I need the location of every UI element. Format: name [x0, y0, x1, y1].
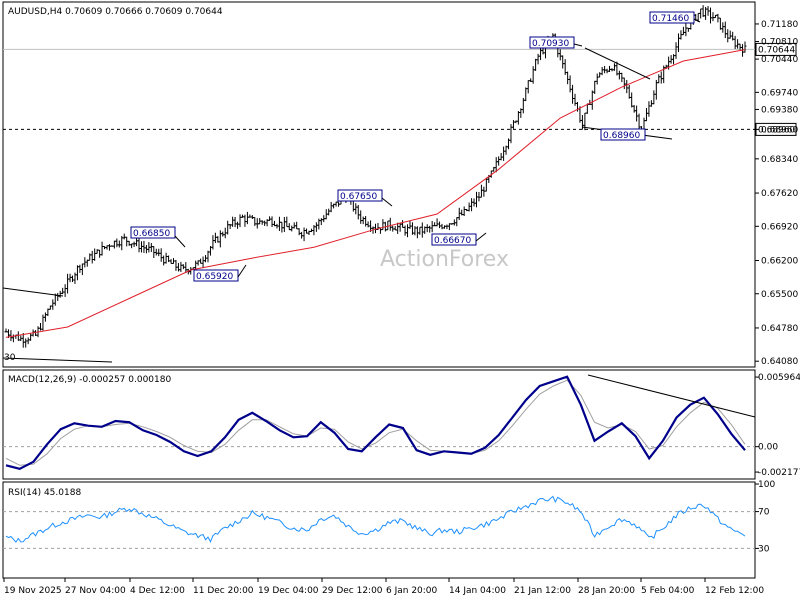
- rsi-axis-tick-label: 100: [758, 480, 775, 490]
- price-callout-label: 0.67650: [340, 192, 377, 202]
- x-axis-label: 21 Jan 12:00: [514, 586, 571, 596]
- rsi-axis-tick-label: 30: [758, 544, 770, 554]
- price-callout-box: [431, 233, 477, 246]
- axis-layer: 0.71180 0.70810 0.70440 0.69740 0.69380 0.689…: [3, 20, 800, 596]
- x-axis-label: 19 Nov 2025: [4, 586, 62, 596]
- x-axis-label: 5 Feb 04:00: [641, 586, 695, 596]
- price-axis-tick-label: 0.64080: [761, 357, 798, 367]
- trendline-upper-left: [2, 287, 64, 297]
- price-callout-box: [649, 11, 695, 24]
- macd-axis-tick-label: -0.002177: [758, 468, 800, 478]
- current-price-tag-label: 0.70644: [758, 45, 795, 55]
- price-callout-box: [193, 269, 239, 282]
- callout-leader: [573, 43, 583, 47]
- rsi-panel-frame: [2, 481, 756, 579]
- price-callout-label: 0.65920: [196, 272, 233, 282]
- price-axis-tick-label: 0.70810: [761, 38, 798, 48]
- price-callout-label: 0.66670: [434, 236, 471, 246]
- price-panel-frame: [2, 1, 756, 368]
- rsi-header: RSI(14) 45.0188: [8, 488, 81, 498]
- macd-axis-tick-label: 0.005964: [758, 373, 800, 383]
- x-axis-label: 12 Feb 12:00: [705, 586, 764, 596]
- x-axis-label: 11 Dec 20:00: [193, 586, 254, 596]
- price-callout-box: [600, 128, 646, 141]
- price-callout-label: 0.68960: [603, 131, 640, 141]
- x-axis-label: 14 Jan 04:00: [449, 586, 506, 596]
- price-axis-tick-label: 0.69740: [761, 88, 798, 98]
- rsi-axis-tick-label: 70: [758, 508, 770, 518]
- price-axis-tick-label: 0.67620: [761, 189, 798, 199]
- trendline-lower-left: [2, 357, 113, 363]
- price-axis-tick-label: 0.66920: [761, 222, 798, 232]
- macd-panel-frame: [2, 369, 756, 480]
- x-axis-label: 4 Dec 12:00: [130, 586, 185, 596]
- rsi-line: [5, 495, 746, 543]
- x-axis-label: 19 Dec 04:00: [258, 586, 319, 596]
- price-callout-label: 0.66850: [133, 229, 170, 239]
- price-axis-tick-label: 0.65500: [761, 290, 798, 300]
- price-axis-tick-label: 0.66200: [761, 257, 798, 267]
- macd-trendline: [587, 374, 756, 418]
- price-callout-box: [337, 189, 383, 202]
- watermark-text: ActionForex: [380, 247, 509, 272]
- x-axis-label: 6 Jan 20:00: [386, 586, 438, 596]
- x-axis-label: 27 Nov 04:00: [65, 586, 126, 596]
- callout-leader: [381, 197, 393, 207]
- wedge-trendline-upper: [584, 47, 651, 80]
- macd-layer: [3, 374, 756, 470]
- price-callout-label: 0.70930: [532, 39, 569, 49]
- price-axis-tick-label: 0.64780: [761, 324, 798, 334]
- left-edge-label: 30: [4, 353, 16, 363]
- price-axis-tick-label: 0.70440: [761, 55, 798, 65]
- price-layer: 0.66850 0.65920 0.67650 0.66670 0.70930 0.689…: [2, 5, 797, 363]
- macd-header: MACD(12,26,9) -0.000257 0.000180: [8, 375, 171, 385]
- chart-header: AUDUSD,H4 0.70609 0.70666 0.70609 0.7064…: [8, 7, 223, 17]
- ema-line: [5, 49, 746, 338]
- price-axis-tick-label: 0.69380: [761, 105, 798, 115]
- callout-leader: [237, 264, 247, 278]
- callout-leader: [475, 232, 487, 242]
- current-price-tag: [755, 42, 797, 56]
- x-axis-label: 29 Dec 12:00: [322, 586, 383, 596]
- rsi-layer: [3, 495, 755, 549]
- price-axis-tick-label: 0.68960: [761, 125, 798, 135]
- price-callout-box: [130, 226, 176, 239]
- price-axis-tick-label: 0.68340: [761, 155, 798, 165]
- macd-axis-tick-label: 0.00: [758, 443, 778, 453]
- callout-leader: [693, 18, 701, 23]
- price-callout-box: [529, 36, 575, 49]
- callout-leader: [174, 235, 186, 248]
- x-axis-label: 28 Jan 20:00: [578, 586, 635, 596]
- macd-main-line: [5, 375, 746, 470]
- hline-price-tag-label: 0.68960: [758, 125, 795, 135]
- price-axis-tick-label: 0.71180: [761, 20, 798, 30]
- price-callout-label: 0.71460: [652, 14, 689, 24]
